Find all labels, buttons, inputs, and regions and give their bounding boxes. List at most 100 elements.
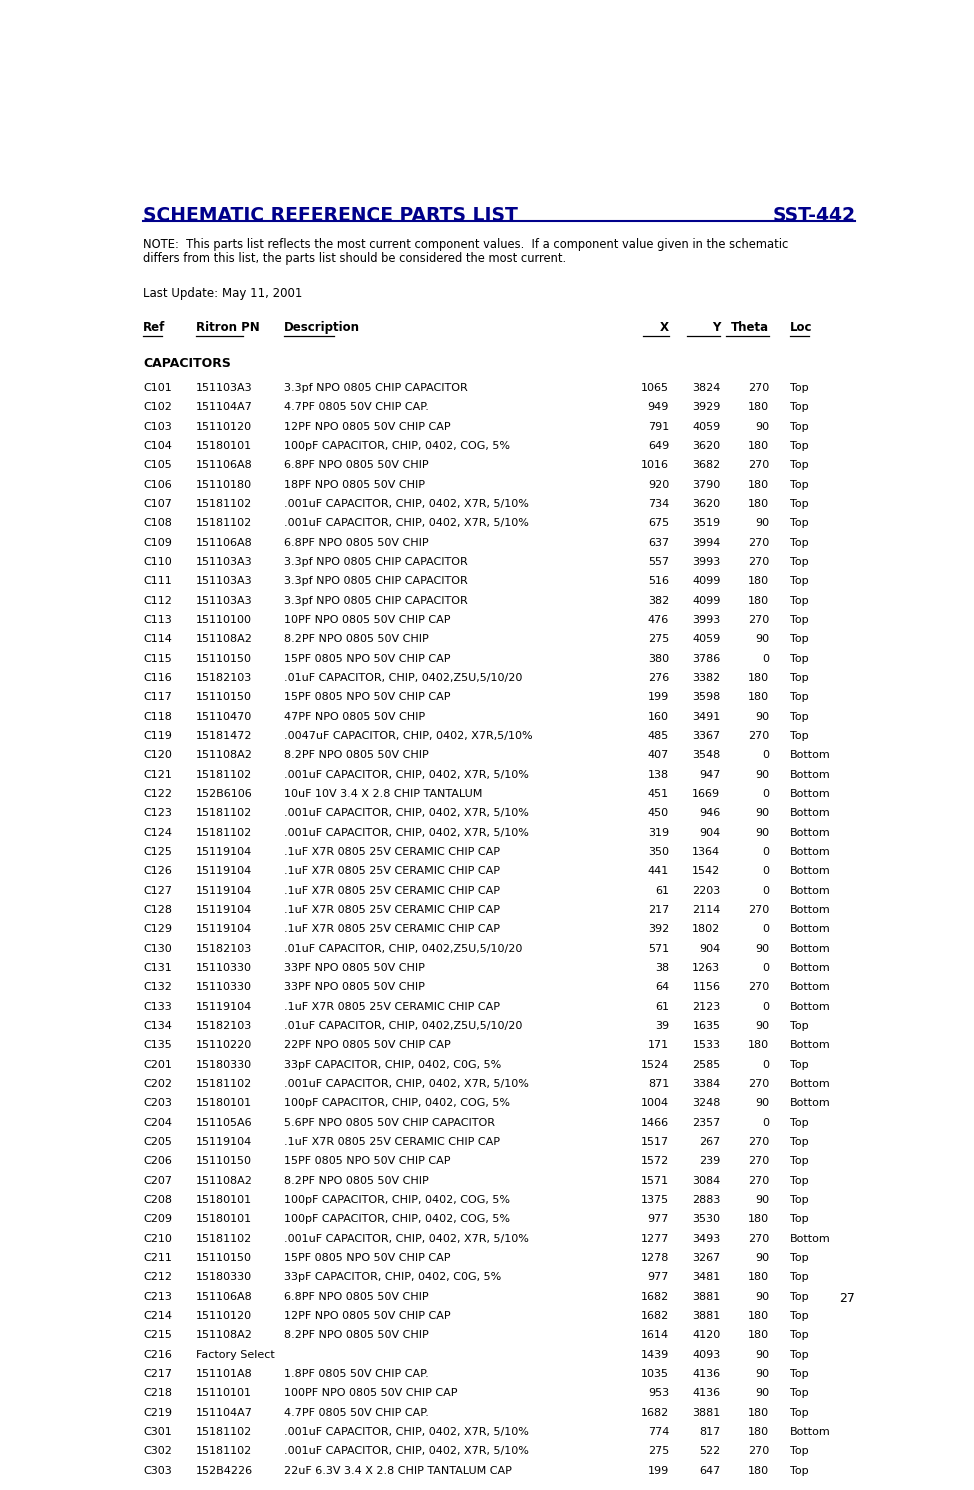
Text: 267: 267 <box>699 1137 721 1147</box>
Text: Top: Top <box>790 480 808 490</box>
Text: C120: C120 <box>143 751 171 760</box>
Text: 3993: 3993 <box>693 615 721 624</box>
Text: 3598: 3598 <box>693 693 721 702</box>
Text: 3519: 3519 <box>693 519 721 529</box>
Text: 451: 451 <box>648 790 669 799</box>
Text: C204: C204 <box>143 1118 171 1128</box>
Text: Top: Top <box>790 1137 808 1147</box>
Text: 270: 270 <box>748 1137 769 1147</box>
Text: 817: 817 <box>699 1427 721 1436</box>
Text: 10PF NPO 0805 50V CHIP CAP: 10PF NPO 0805 50V CHIP CAP <box>284 615 451 624</box>
Text: C219: C219 <box>143 1408 171 1417</box>
Text: Top: Top <box>790 1195 808 1205</box>
Text: Loc: Loc <box>790 320 812 334</box>
Text: 199: 199 <box>648 693 669 702</box>
Text: 180: 180 <box>748 1040 769 1050</box>
Text: 180: 180 <box>748 1331 769 1341</box>
Text: 151104A7: 151104A7 <box>196 402 252 413</box>
Text: 90: 90 <box>755 1195 769 1205</box>
Text: C214: C214 <box>143 1311 171 1322</box>
Text: 1669: 1669 <box>693 790 721 799</box>
Text: C121: C121 <box>143 770 171 779</box>
Text: C303: C303 <box>143 1466 171 1475</box>
Text: 15110150: 15110150 <box>196 693 251 702</box>
Text: C108: C108 <box>143 519 171 529</box>
Text: 90: 90 <box>755 827 769 837</box>
Text: Top: Top <box>790 1466 808 1475</box>
Text: 33pF CAPACITOR, CHIP, 0402, C0G, 5%: 33pF CAPACITOR, CHIP, 0402, C0G, 5% <box>284 1059 502 1070</box>
Text: 180: 180 <box>748 499 769 510</box>
Text: 15110180: 15110180 <box>196 480 252 490</box>
Text: Top: Top <box>790 712 808 721</box>
Text: 180: 180 <box>748 577 769 587</box>
Text: Top: Top <box>790 1369 808 1378</box>
Text: C118: C118 <box>143 712 171 721</box>
Text: 180: 180 <box>748 441 769 451</box>
Text: 946: 946 <box>699 808 721 818</box>
Text: 1.8PF 0805 50V CHIP CAP.: 1.8PF 0805 50V CHIP CAP. <box>284 1369 429 1378</box>
Text: X: X <box>660 320 669 334</box>
Text: Top: Top <box>790 422 808 432</box>
Text: Top: Top <box>790 1253 808 1264</box>
Text: 239: 239 <box>699 1156 721 1167</box>
Text: 1263: 1263 <box>693 963 721 973</box>
Text: 2203: 2203 <box>693 885 721 895</box>
Text: 15110470: 15110470 <box>196 712 252 721</box>
Text: 4136: 4136 <box>693 1389 721 1398</box>
Text: 6.8PF NPO 0805 50V CHIP: 6.8PF NPO 0805 50V CHIP <box>284 460 429 471</box>
Text: 2123: 2123 <box>693 1001 721 1012</box>
Text: Top: Top <box>790 1447 808 1456</box>
Text: .001uF CAPACITOR, CHIP, 0402, X7R, 5/10%: .001uF CAPACITOR, CHIP, 0402, X7R, 5/10% <box>284 1427 529 1436</box>
Text: .001uF CAPACITOR, CHIP, 0402, X7R, 5/10%: .001uF CAPACITOR, CHIP, 0402, X7R, 5/10% <box>284 519 529 529</box>
Text: Bottom: Bottom <box>790 1427 831 1436</box>
Text: C210: C210 <box>143 1234 171 1244</box>
Text: Top: Top <box>790 1311 808 1322</box>
Text: 441: 441 <box>648 866 669 876</box>
Text: 151101A8: 151101A8 <box>196 1369 252 1378</box>
Text: Top: Top <box>790 538 808 548</box>
Text: 180: 180 <box>748 1408 769 1417</box>
Text: 151103A3: 151103A3 <box>196 557 252 568</box>
Text: 3367: 3367 <box>693 732 721 741</box>
Text: 90: 90 <box>755 422 769 432</box>
Text: .001uF CAPACITOR, CHIP, 0402, X7R, 5/10%: .001uF CAPACITOR, CHIP, 0402, X7R, 5/10% <box>284 1079 529 1089</box>
Text: SCHEMATIC REFERENCE PARTS LIST: SCHEMATIC REFERENCE PARTS LIST <box>143 206 518 225</box>
Text: 2357: 2357 <box>693 1118 721 1128</box>
Text: C127: C127 <box>143 885 171 895</box>
Text: 3993: 3993 <box>693 557 721 568</box>
Text: Top: Top <box>790 693 808 702</box>
Text: C209: C209 <box>143 1214 171 1225</box>
Text: C115: C115 <box>143 654 171 663</box>
Text: 3.3pf NPO 0805 CHIP CAPACITOR: 3.3pf NPO 0805 CHIP CAPACITOR <box>284 557 468 568</box>
Text: 0: 0 <box>763 1001 769 1012</box>
Text: .01uF CAPACITOR, CHIP, 0402,Z5U,5/10/20: .01uF CAPACITOR, CHIP, 0402,Z5U,5/10/20 <box>284 943 522 954</box>
Text: 138: 138 <box>648 770 669 779</box>
Text: 61: 61 <box>656 1001 669 1012</box>
Text: 180: 180 <box>748 596 769 605</box>
Text: 15180101: 15180101 <box>196 1195 252 1205</box>
Text: C126: C126 <box>143 866 171 876</box>
Text: 151104A7: 151104A7 <box>196 1408 252 1417</box>
Text: 151105A6: 151105A6 <box>196 1118 252 1128</box>
Text: 151108A2: 151108A2 <box>196 635 252 644</box>
Text: C131: C131 <box>143 963 171 973</box>
Text: 380: 380 <box>648 654 669 663</box>
Text: 151103A3: 151103A3 <box>196 596 252 605</box>
Text: 4059: 4059 <box>693 422 721 432</box>
Text: 3620: 3620 <box>693 441 721 451</box>
Text: 180: 180 <box>748 673 769 682</box>
Text: 90: 90 <box>755 808 769 818</box>
Text: 0: 0 <box>763 963 769 973</box>
Text: 3929: 3929 <box>692 402 721 413</box>
Text: C113: C113 <box>143 615 171 624</box>
Text: 4.7PF 0805 50V CHIP CAP.: 4.7PF 0805 50V CHIP CAP. <box>284 402 429 413</box>
Text: 3384: 3384 <box>693 1079 721 1089</box>
Text: .001uF CAPACITOR, CHIP, 0402, X7R, 5/10%: .001uF CAPACITOR, CHIP, 0402, X7R, 5/10% <box>284 770 529 779</box>
Text: 15110120: 15110120 <box>196 1311 252 1322</box>
Text: 100pF CAPACITOR, CHIP, 0402, COG, 5%: 100pF CAPACITOR, CHIP, 0402, COG, 5% <box>284 441 510 451</box>
Text: 47PF NPO 0805 50V CHIP: 47PF NPO 0805 50V CHIP <box>284 712 426 721</box>
Text: 270: 270 <box>748 1447 769 1456</box>
Text: 12PF NPO 0805 50V CHIP CAP: 12PF NPO 0805 50V CHIP CAP <box>284 422 451 432</box>
Text: C301: C301 <box>143 1427 171 1436</box>
Text: 3248: 3248 <box>692 1098 721 1109</box>
